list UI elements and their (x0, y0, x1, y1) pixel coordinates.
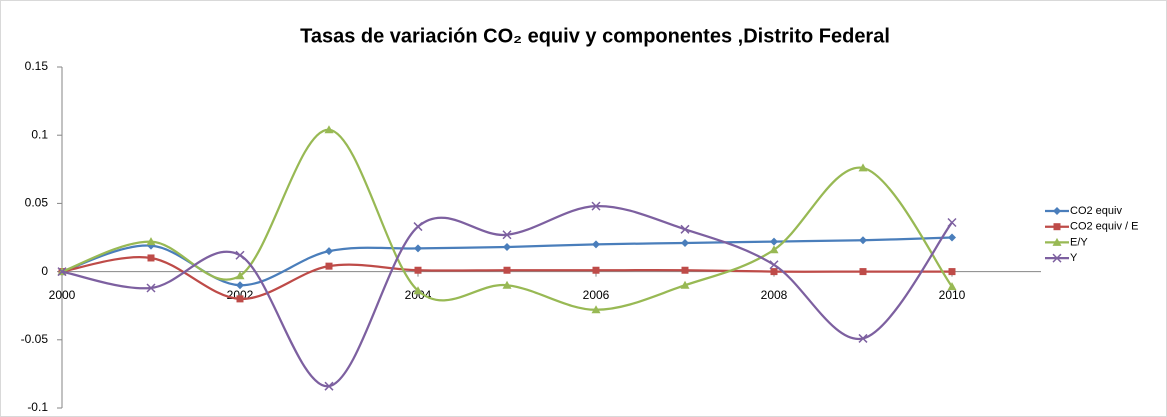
y-tick-label: 0.15 (25, 59, 49, 73)
legend-marker (1053, 207, 1061, 215)
marker (325, 262, 333, 270)
marker (592, 240, 600, 249)
marker (592, 266, 600, 274)
legend-marker (1052, 253, 1062, 263)
x-tick-label: 2000 (49, 288, 76, 302)
marker (680, 224, 690, 234)
legend-label: Y (1070, 252, 1078, 264)
legend-label: CO2 equiv / E (1070, 221, 1138, 233)
marker (680, 280, 690, 289)
chart-title: Tasas de variación CO₂ equiv y component… (300, 25, 890, 47)
marker (858, 333, 868, 343)
y-tick-label: -0.1 (27, 400, 48, 414)
marker (681, 266, 689, 274)
series-line (61, 128, 953, 311)
marker (769, 260, 779, 270)
x-tick-label: 2008 (761, 288, 788, 302)
marker (859, 268, 867, 276)
marker (236, 281, 244, 290)
legend-marker (1053, 223, 1061, 231)
marker (770, 268, 778, 276)
marker (947, 282, 957, 291)
series-line (61, 205, 953, 388)
marker (413, 222, 423, 232)
marker (235, 250, 245, 260)
x-tick-label: 2006 (583, 288, 610, 302)
y-tick-label: -0.05 (21, 332, 49, 346)
marker (947, 217, 957, 228)
x-tick-label: 2004 (405, 288, 432, 302)
x-tick-label: 2010 (939, 288, 966, 302)
y-tick-label: 0.05 (25, 196, 49, 210)
marker (147, 254, 155, 262)
marker (414, 266, 422, 274)
marker (502, 230, 512, 240)
marker (502, 280, 512, 289)
marker (948, 233, 956, 242)
marker (769, 245, 779, 254)
marker (503, 243, 511, 252)
marker (503, 266, 511, 274)
marker (414, 244, 422, 253)
y-tick-label: 0 (41, 264, 48, 278)
marker (235, 271, 245, 280)
marker (770, 237, 778, 246)
marker (324, 125, 334, 134)
marker (146, 283, 156, 293)
marker (948, 268, 956, 276)
marker (146, 237, 156, 246)
legend-label: CO2 equiv (1070, 205, 1122, 217)
marker (236, 295, 244, 303)
legend-label: E/Y (1070, 236, 1088, 248)
marker (591, 305, 601, 314)
marker (324, 381, 334, 391)
legend-marker (1052, 237, 1062, 246)
y-tick-label: 0.1 (31, 127, 48, 141)
marker (413, 286, 423, 295)
marker (591, 201, 601, 211)
marker (57, 267, 67, 277)
marker (325, 247, 333, 256)
marker (681, 238, 689, 247)
marker (858, 163, 868, 172)
marker (859, 236, 867, 245)
